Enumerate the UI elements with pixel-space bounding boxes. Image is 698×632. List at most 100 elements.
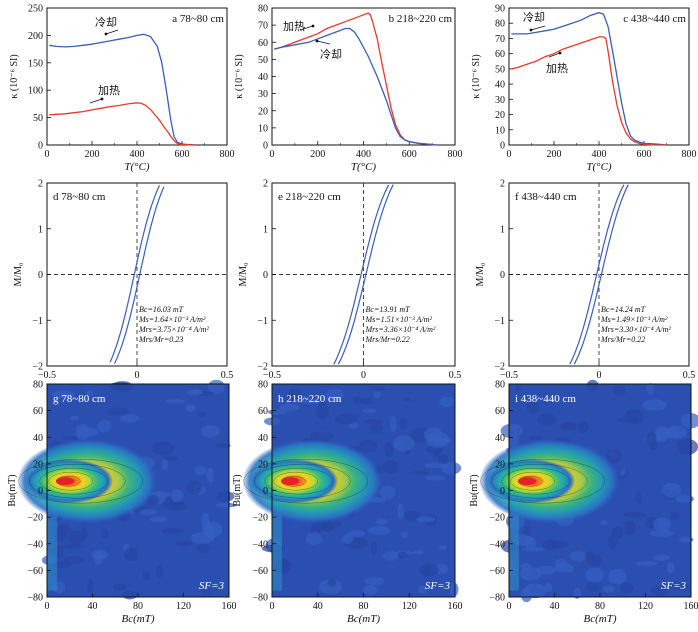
y-tick-label: 1 (500, 224, 505, 235)
forc-noise (215, 502, 237, 508)
forc-contour (491, 463, 588, 499)
forc-noise (315, 406, 329, 420)
y-tick-label: −40 (252, 539, 268, 550)
forc-noise (623, 520, 636, 536)
forc-noise (63, 555, 86, 564)
y-tick-label: 2 (263, 179, 268, 190)
y-tick-label: 60 (495, 49, 505, 60)
forc-noise (584, 551, 596, 560)
forc-noise (520, 566, 542, 581)
x-tick-label: 0.5 (683, 370, 696, 381)
forc-noise (362, 408, 377, 414)
curve-arrow (316, 40, 331, 45)
forc-noise (334, 413, 358, 425)
arrow-head (100, 97, 104, 101)
curve-label: 加热 (98, 84, 120, 97)
panel-b: 0 200 400 600 800 0 10 20 30 40 50 60 70 80 b 218~220 … (234, 4, 463, 174)
descending-branch (337, 184, 394, 365)
y-tick-label: 2 (38, 179, 43, 190)
ascending-branch (109, 185, 161, 363)
forc-noise (441, 461, 462, 475)
forc-noise (449, 582, 459, 597)
hysteresis-parameter: Ms=1.64×10⁻³ A/m² (138, 315, 206, 324)
forc-noise (185, 403, 196, 412)
y-tick-label: 80 (495, 380, 505, 391)
y-tick-label: 40 (258, 433, 268, 444)
forc-noise (577, 420, 589, 434)
y-tick-label: −2 (32, 362, 43, 373)
hysteresis-parameter: Ms=1.51×10⁻³ A/m² (365, 315, 433, 324)
forc-contour (55, 475, 81, 487)
forc-noise (608, 568, 627, 585)
forc-contour (501, 467, 570, 495)
x-tick-label: 400 (356, 149, 371, 160)
x-tick-label: 600 (402, 149, 417, 160)
forc-noise (424, 463, 448, 469)
forc-contour (480, 458, 605, 504)
forc-noise (347, 530, 366, 537)
y-tick-label: −20 (27, 513, 43, 524)
forc-noise (602, 585, 615, 593)
curve-arrow (548, 52, 561, 58)
forc-noise (139, 509, 157, 516)
forc-noise (390, 415, 397, 432)
forc-noise (353, 396, 362, 406)
forc-noise (215, 443, 231, 448)
x-tick-label: 0.5 (449, 370, 462, 381)
x-axis-label: T(°C) (124, 161, 150, 173)
y-tick-label: −80 (489, 593, 505, 604)
x-tick-label: −0.5 (500, 370, 518, 381)
y-tick-label: 250 (28, 4, 43, 15)
y-tick-label: 40 (495, 433, 505, 444)
forc-noise (666, 562, 675, 574)
forc-contour (273, 471, 318, 491)
y-axis-label: κ (10⁻⁶ SI) (234, 54, 245, 98)
forc-ridge (47, 458, 57, 591)
forc-noise (526, 401, 540, 414)
series-line-cooling (49, 33, 196, 146)
x-tick-label: 0 (507, 149, 512, 160)
forc-noise (267, 409, 287, 416)
forc-noise (662, 482, 682, 498)
panel-h: 0 40 80 120 160 −80 −60 −40 −20 0 20 40 60 80 h 218~22… (232, 380, 463, 626)
hysteresis-parameter: Mrs=3.75×10⁻⁴ A/m² (138, 325, 209, 334)
forc-noise (514, 384, 522, 392)
arrow-head (315, 39, 319, 43)
hysteresis-parameter: Bc=16.03 mT (139, 305, 184, 314)
forc-noise (611, 526, 623, 540)
curve-label: 加热 (546, 62, 568, 75)
forc-noise (379, 485, 396, 500)
y-tick-label: −20 (252, 513, 268, 524)
forc-noise (69, 415, 80, 421)
y-tick-label: 60 (495, 406, 505, 417)
curve-label: 冷却 (523, 11, 545, 24)
x-tick-label: 0 (597, 370, 602, 381)
hysteresis-parameter: Mrs/Mr=0.22 (600, 335, 645, 344)
series-line-cooling (511, 11, 667, 146)
forc-noise (287, 388, 302, 400)
forc-noise (397, 503, 404, 519)
y-axis-label: Bu(mT) (7, 474, 18, 506)
hysteresis-parameter: Mrs/Mr=0.23 (138, 335, 183, 344)
series-line-heating (49, 102, 196, 146)
y-tick-label: 1 (263, 224, 268, 235)
y-tick-label: 0 (38, 141, 43, 152)
y-tick-label: 20 (495, 459, 505, 470)
forc-noise (62, 435, 79, 441)
forc-noise (364, 576, 385, 586)
forc-noise (600, 520, 609, 526)
forc-noise (75, 424, 90, 440)
forc-noise (642, 399, 667, 411)
arrow-head (311, 24, 315, 28)
forc-noise (186, 389, 204, 396)
forc-noise (653, 554, 670, 561)
forc-noise (85, 390, 94, 397)
y-axis-label: Bu(mT) (469, 474, 480, 506)
forc-noise (635, 491, 643, 504)
forc-noise (537, 413, 557, 426)
forc-noise (363, 584, 378, 596)
forc-contour (28, 463, 126, 499)
hysteresis-parameter: Bc=13.91 mT (366, 305, 411, 314)
forc-noise (216, 491, 235, 502)
y-tick-label: −1 (32, 316, 43, 327)
